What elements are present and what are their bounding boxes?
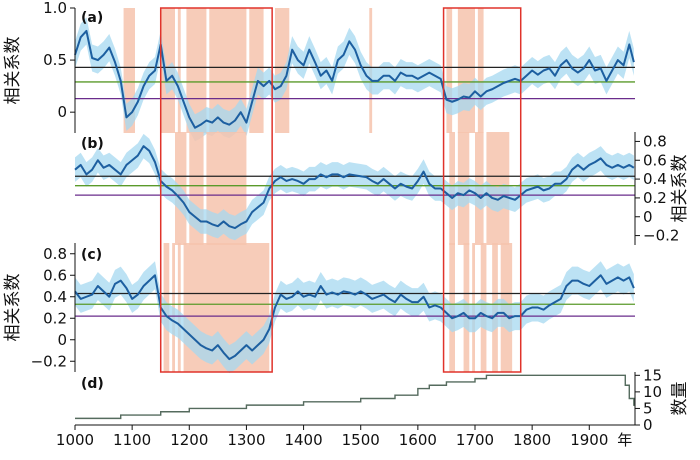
panel-a-shaded-period-0: [123, 8, 135, 133]
panel-c-y-tick-label-5: 0.8: [43, 245, 67, 263]
x-tick-label-5: 1500: [342, 431, 380, 449]
x-tick-label-1: 1100: [113, 431, 151, 449]
panel-a-shaded-period-10: [477, 8, 484, 133]
panel-a-shaded-period-9: [457, 8, 475, 133]
panel-c-correlation-line: [74, 274, 635, 361]
panel-b-uncertainty-band: [75, 133, 634, 241]
panel-a-correlation-line: [74, 29, 635, 129]
x-tick-label-3: 1300: [227, 431, 265, 449]
x-tick-label-7: 1700: [456, 431, 494, 449]
panel-b-y-tick-label-2: 0.2: [643, 189, 667, 207]
panel-c-shaded-period-2: [177, 243, 181, 372]
panel-c-uncertainty-band: [75, 261, 634, 374]
panel-b-y-tick-label-1: 0: [643, 208, 653, 226]
panel-a-y-tick-label-1: 0.5: [43, 51, 67, 69]
x-tick-label-9: 1900: [570, 431, 608, 449]
panel-a-label: (a): [81, 10, 103, 26]
panel-c-label: (c): [81, 247, 102, 263]
panel-d-y-tick-label-3: 15: [643, 366, 662, 384]
panel-a-y-label: 相关系数: [3, 37, 23, 105]
panel-a-y-tick-label-2: 1.0: [43, 0, 67, 17]
x-axis-unit-label: 年: [617, 431, 632, 449]
panel-c-y-tick-label-4: 0.6: [43, 266, 67, 284]
panel-c-y-label: 相关系数: [3, 274, 23, 342]
panel-d-count-step-line: [75, 374, 635, 420]
panel-b-y-tick-label-0: −0.2: [643, 227, 679, 245]
panel-c-y-tick-label-2: 0.2: [43, 309, 67, 327]
panel-d-label: (d): [81, 376, 104, 392]
panel-b-correlation-line: [74, 145, 635, 230]
panel-d-y-tick-label-2: 10: [643, 383, 662, 401]
panel-a-y-tick-label-0: 0: [57, 103, 67, 121]
x-tick-label-4: 1400: [284, 431, 322, 449]
panel-b-y-tick-label-5: 0.8: [643, 132, 667, 150]
panel-d-y-label: 数量: [670, 382, 690, 416]
x-tick-label-8: 1800: [513, 431, 551, 449]
x-tick-label-0: 1000: [56, 431, 94, 449]
highlight-window-1: [442, 7, 522, 373]
panel-b-y-tick-label-4: 0.6: [643, 151, 667, 169]
highlight-window-0: [159, 7, 273, 373]
panel-a-shaded-period-8: [446, 8, 453, 133]
panel-c-y-tick-label-1: 0: [57, 331, 67, 349]
panel-d-y-tick-label-1: 5: [643, 399, 653, 417]
panel-a-uncertainty-band: [75, 17, 634, 142]
panel-a-shaded-period-2: [177, 8, 181, 133]
x-tick-label-2: 1200: [170, 431, 208, 449]
panel-a-shaded-period-3: [186, 8, 207, 133]
panel-b-y-tick-label-3: 0.4: [643, 170, 667, 188]
panel-c-y-tick-label-0: −0.2: [31, 352, 67, 370]
panel-b-y-label: 相关系数: [670, 155, 690, 223]
panel-c-y-tick-label-3: 0.4: [43, 288, 67, 306]
panel-b-label: (b): [81, 136, 104, 152]
x-tick-label-6: 1600: [399, 431, 437, 449]
panel-d-y-tick-label-0: 0: [643, 416, 653, 434]
